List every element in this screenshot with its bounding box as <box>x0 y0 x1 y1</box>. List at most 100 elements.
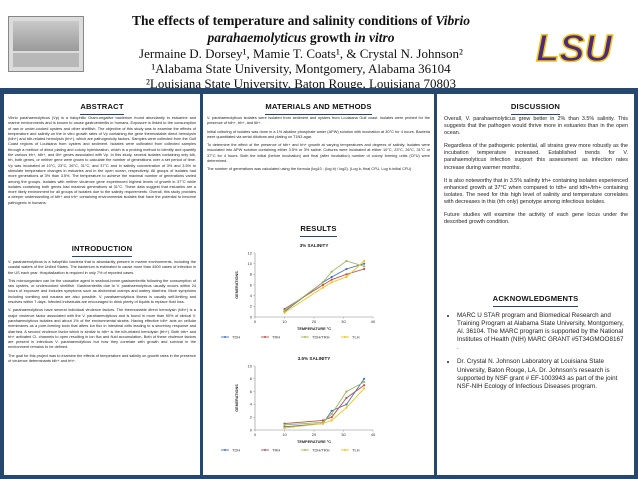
data-point-tlh <box>321 422 324 425</box>
data-point-tdh-trh <box>283 423 286 426</box>
intro-paragraph-4: The goal for this project was to examine… <box>8 353 196 364</box>
series-line-trh <box>284 384 365 425</box>
data-point-tlh <box>363 259 366 263</box>
abstract-body: Vibrio parahaemolyticus (Vp) is a haloph… <box>8 116 196 209</box>
introduction-body: V. parahaemolyticus is a halophilic bact… <box>8 260 196 367</box>
alabama-state-seal-logo <box>8 16 84 72</box>
y-tick-label: 8 <box>250 376 253 381</box>
data-point-tdh <box>345 403 348 406</box>
data-point-trh <box>363 267 366 271</box>
data-point-tdh-trh <box>283 309 286 312</box>
data-point-trh <box>345 273 348 276</box>
lsu-logo: LSU <box>518 28 630 68</box>
poster-header: The effects of temperature and salinity … <box>0 0 638 91</box>
data-point-tlh <box>330 419 333 422</box>
acknowledgment-item: Dr. Crystal N. Johnson Laboratory at Lou… <box>457 358 625 390</box>
methods-paragraph-2: Initial culturing of isolates was done i… <box>207 129 430 139</box>
legend-marker <box>224 449 226 451</box>
data-point-tlh <box>283 311 286 314</box>
intro-paragraph-1: V. parahaemolyticus is a halophilic bact… <box>8 260 196 275</box>
x-tick-label: 20 <box>312 432 317 437</box>
left-column: ABSTRACT Vibrio parahaemolyticus (Vp) is… <box>4 94 200 475</box>
discussion-paragraph-1: Overall, V. parahaemolyticus grew better… <box>444 116 628 137</box>
discussion-heading: DISCUSSION <box>437 100 634 115</box>
y-tick-label: 10 <box>248 261 253 266</box>
y-tick-label: 4 <box>250 293 253 298</box>
acknowledgment-item: MARC U STAR program and Biomedical Resea… <box>457 312 625 352</box>
legend-marker <box>264 336 266 338</box>
right-column: DISCUSSION Overall, V. parahaemolyticus … <box>437 94 634 475</box>
data-point-tdh-trh <box>363 380 366 384</box>
data-point-tdh-trh <box>363 265 366 268</box>
y-tick-label: 2 <box>250 415 253 420</box>
legend-label: TDH/TRH <box>312 334 330 339</box>
x-tick-label: 20 <box>312 319 317 324</box>
seal-building-image <box>13 21 79 51</box>
series-line-tdh-trh <box>284 381 365 426</box>
x-tick-label: 30 <box>341 432 346 437</box>
intro-paragraph-2: This microorganism can be the causative … <box>8 278 196 305</box>
y-tick-label: 12 <box>248 250 253 255</box>
legend-marker <box>304 336 306 338</box>
y-tick-label: 4 <box>250 402 253 407</box>
data-point-tlh <box>283 426 286 430</box>
y-tick-label: 6 <box>250 389 253 394</box>
y-tick-label: 0 <box>250 427 253 432</box>
data-point-tlh <box>363 387 366 390</box>
legend-label: TDH <box>232 447 240 452</box>
data-point-tdh-trh <box>330 412 333 416</box>
data-point-trh <box>321 283 324 287</box>
x-tick-label: 40 <box>371 319 376 324</box>
acknowledgments-list: MARC U STAR program and Biomedical Resea… <box>447 312 625 391</box>
y-tick-label: 8 <box>250 272 253 277</box>
svg-text:LSU: LSU <box>536 28 614 68</box>
data-point-trh <box>321 419 324 422</box>
series-line-tdh-trh <box>284 260 365 311</box>
data-point-trh <box>330 278 333 281</box>
x-tick-label: 30 <box>341 319 346 324</box>
x-tick-label: 40 <box>371 432 376 437</box>
x-tick-label: 0 <box>254 432 257 437</box>
legend-label: TLH <box>352 447 360 452</box>
y-tick-label: 6 <box>250 282 253 287</box>
data-point-tdh <box>345 267 348 271</box>
abstract-paragraph: Vibrio parahaemolyticus (Vp) is a haloph… <box>8 116 196 205</box>
data-point-tlh <box>321 286 324 289</box>
chart-title: 3% SALINITY <box>300 243 329 248</box>
discussion-paragraph-2: Regardless of the pathogenic potential, … <box>444 143 628 171</box>
introduction-heading: INTRODUCTION <box>4 242 200 257</box>
data-point-tdh-trh <box>321 281 324 284</box>
discussion-paragraph-4: Future studies will examine the activity… <box>444 212 628 226</box>
x-axis-label: TEMPERATURE °C <box>297 440 331 444</box>
middle-column: MATERIALS AND METHODS V. parahaemolyticu… <box>203 94 434 475</box>
legend-label: TDH <box>232 334 240 339</box>
discussion-body: Overall, V. parahaemolyticus grew better… <box>444 116 628 232</box>
y-tick-label: 0 <box>250 314 253 319</box>
legend-marker <box>304 449 306 451</box>
data-point-tdh-trh <box>345 390 348 393</box>
x-tick-label: 0 <box>254 319 257 324</box>
y-axis-label: GENERATIONS <box>235 271 239 299</box>
poster-title-block: The effects of temperature and salinity … <box>86 12 516 91</box>
poster-title: The effects of temperature and salinity … <box>132 13 470 45</box>
data-point-trh <box>345 396 348 400</box>
data-point-tdh <box>363 377 366 380</box>
legend-marker <box>344 449 346 451</box>
affiliation-1: ¹Alabama State University, Montgomery, A… <box>151 61 451 76</box>
chart-3-percent-salinity: 3% SALINITY GENERATIONS TEMPERATURE °C 0 2 4 6… <box>221 243 376 339</box>
legend-marker <box>264 449 266 451</box>
methods-paragraph-3: To determine the effect of the presence … <box>207 143 430 164</box>
acknowledgments-body: MARC U STAR program and Biomedical Resea… <box>447 312 625 397</box>
y-tick-label: 10 <box>248 363 253 368</box>
data-point-tdh <box>330 275 333 279</box>
data-point-tlh <box>345 406 348 409</box>
x-tick-label: 10 <box>282 432 287 437</box>
legend-marker <box>344 336 346 338</box>
y-axis-label: GENERATIONS <box>235 384 239 412</box>
x-tick-label: 10 <box>282 319 287 324</box>
results-heading: RESULTS <box>203 222 434 237</box>
methods-paragraph-4: The number of generations was calculated… <box>207 167 412 172</box>
affiliation-2: ²Louisiana State University, Baton Rouge… <box>146 76 456 91</box>
abstract-heading: ABSTRACT <box>4 100 200 115</box>
methods-heading: MATERIALS AND METHODS <box>203 100 434 115</box>
